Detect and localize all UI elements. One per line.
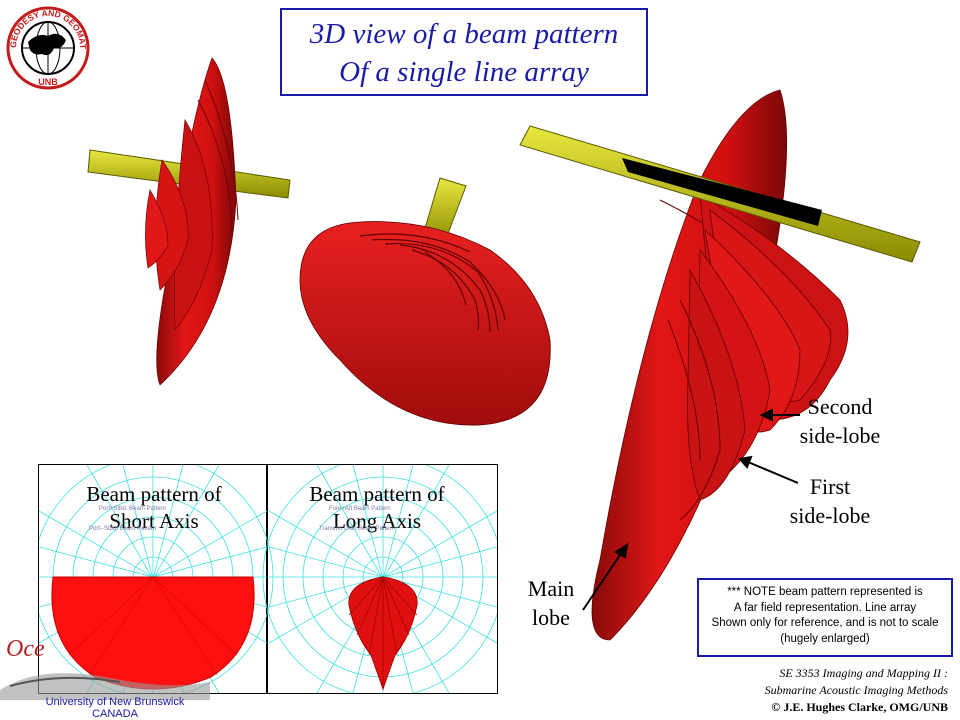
title-line-1: 3D view of a beam pattern <box>309 18 619 50</box>
note-line: (hugely enlarged) <box>780 632 870 645</box>
panel-subtitle-line: Port--Stbd. Beam Pattern <box>89 526 157 532</box>
country-line: CANADA <box>92 708 138 720</box>
annotation-arrows <box>582 408 800 611</box>
short-axis-subtitle: Port+Stbd. Beam Pattern Port--Stbd. Beam… <box>89 506 166 532</box>
omg-logo-text: Oce <box>6 636 45 662</box>
label-line: lobe <box>532 605 570 630</box>
rendering-perspective-view <box>519 89 921 641</box>
panel-subtitle-line: Fore+Aft Beam Pattern <box>329 506 391 512</box>
panel-title-line: Short Axis <box>109 509 199 533</box>
short-axis-title: Beam pattern of Short Axis <box>69 481 239 535</box>
label-line: side-lobe <box>799 423 881 448</box>
panel-title-line: Beam pattern of <box>86 482 222 506</box>
panel-title-line: Beam pattern of <box>309 482 445 506</box>
course-info: SE 3353 Imaging and Mapping II : Submari… <box>765 665 948 716</box>
panel-subtitle-line: Transmit Gain Beam Pattern <box>319 526 395 532</box>
panel-subtitle-line: Port+Stbd. Beam Pattern <box>99 506 166 512</box>
university-line: University of New Brunswick <box>45 696 185 708</box>
second-sidelobe-label: Second side-lobe <box>790 392 890 450</box>
course-line: Submarine Acoustic Imaging Methods <box>764 683 948 697</box>
main-lobe-label: Main lobe <box>516 574 586 632</box>
globe-icon: GEODESY AND GEOMATICS ENGINEERING UNB <box>3 0 90 90</box>
polar-grids <box>39 465 497 693</box>
svg-text:UNB: UNB <box>38 77 58 87</box>
long-axis-subtitle: Fore+Aft Beam Pattern Transmit Gain Beam… <box>319 506 395 532</box>
note-line: *** NOTE beam pattern represented is <box>727 586 923 598</box>
copyright: © J.E. Hughes Clarke, OMG/UNB <box>771 700 948 714</box>
first-sidelobe-label: First side-lobe <box>780 472 880 530</box>
omg-logo-swoosh <box>0 673 210 700</box>
long-axis-pattern <box>348 576 418 691</box>
label-line: side-lobe <box>789 503 871 528</box>
note-box: *** NOTE beam pattern represented is A f… <box>697 578 953 657</box>
label-line: Main <box>527 576 575 601</box>
title-line-2: Of a single line array <box>339 56 589 88</box>
rendering-oblique-view <box>299 177 551 426</box>
unb-logo: GEODESY AND GEOMATICS ENGINEERING UNB <box>3 0 90 90</box>
rendering-front-view <box>87 57 291 386</box>
note-line: A far field representation. Line array <box>733 601 917 614</box>
panel-title-line: Long Axis <box>332 509 422 533</box>
university-name: University of New Brunswick CANADA <box>40 696 190 720</box>
long-axis-title: Beam pattern of Long Axis <box>292 481 462 535</box>
note-line: Shown only for reference, and is not to … <box>711 617 939 629</box>
polar-plots-panel: Beam pattern of Short Axis Port+Stbd. Be… <box>38 464 498 694</box>
slide-title: 3D view of a beam pattern Of a single li… <box>280 8 648 96</box>
label-line: First <box>809 474 851 499</box>
label-line: Second <box>807 394 873 419</box>
course-line: SE 3353 Imaging and Mapping II : <box>779 666 948 680</box>
